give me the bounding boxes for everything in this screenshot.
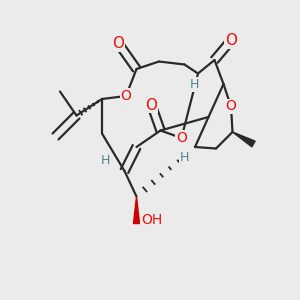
Text: O: O bbox=[176, 131, 187, 145]
Polygon shape bbox=[134, 196, 140, 224]
Text: O: O bbox=[226, 100, 236, 113]
Text: O: O bbox=[121, 89, 131, 103]
Text: OH: OH bbox=[141, 214, 162, 227]
Polygon shape bbox=[232, 132, 255, 147]
Text: H: H bbox=[190, 78, 199, 91]
Text: O: O bbox=[225, 33, 237, 48]
Text: H: H bbox=[100, 154, 110, 167]
Text: O: O bbox=[146, 98, 158, 112]
Text: O: O bbox=[112, 36, 124, 51]
Text: H: H bbox=[180, 151, 189, 164]
